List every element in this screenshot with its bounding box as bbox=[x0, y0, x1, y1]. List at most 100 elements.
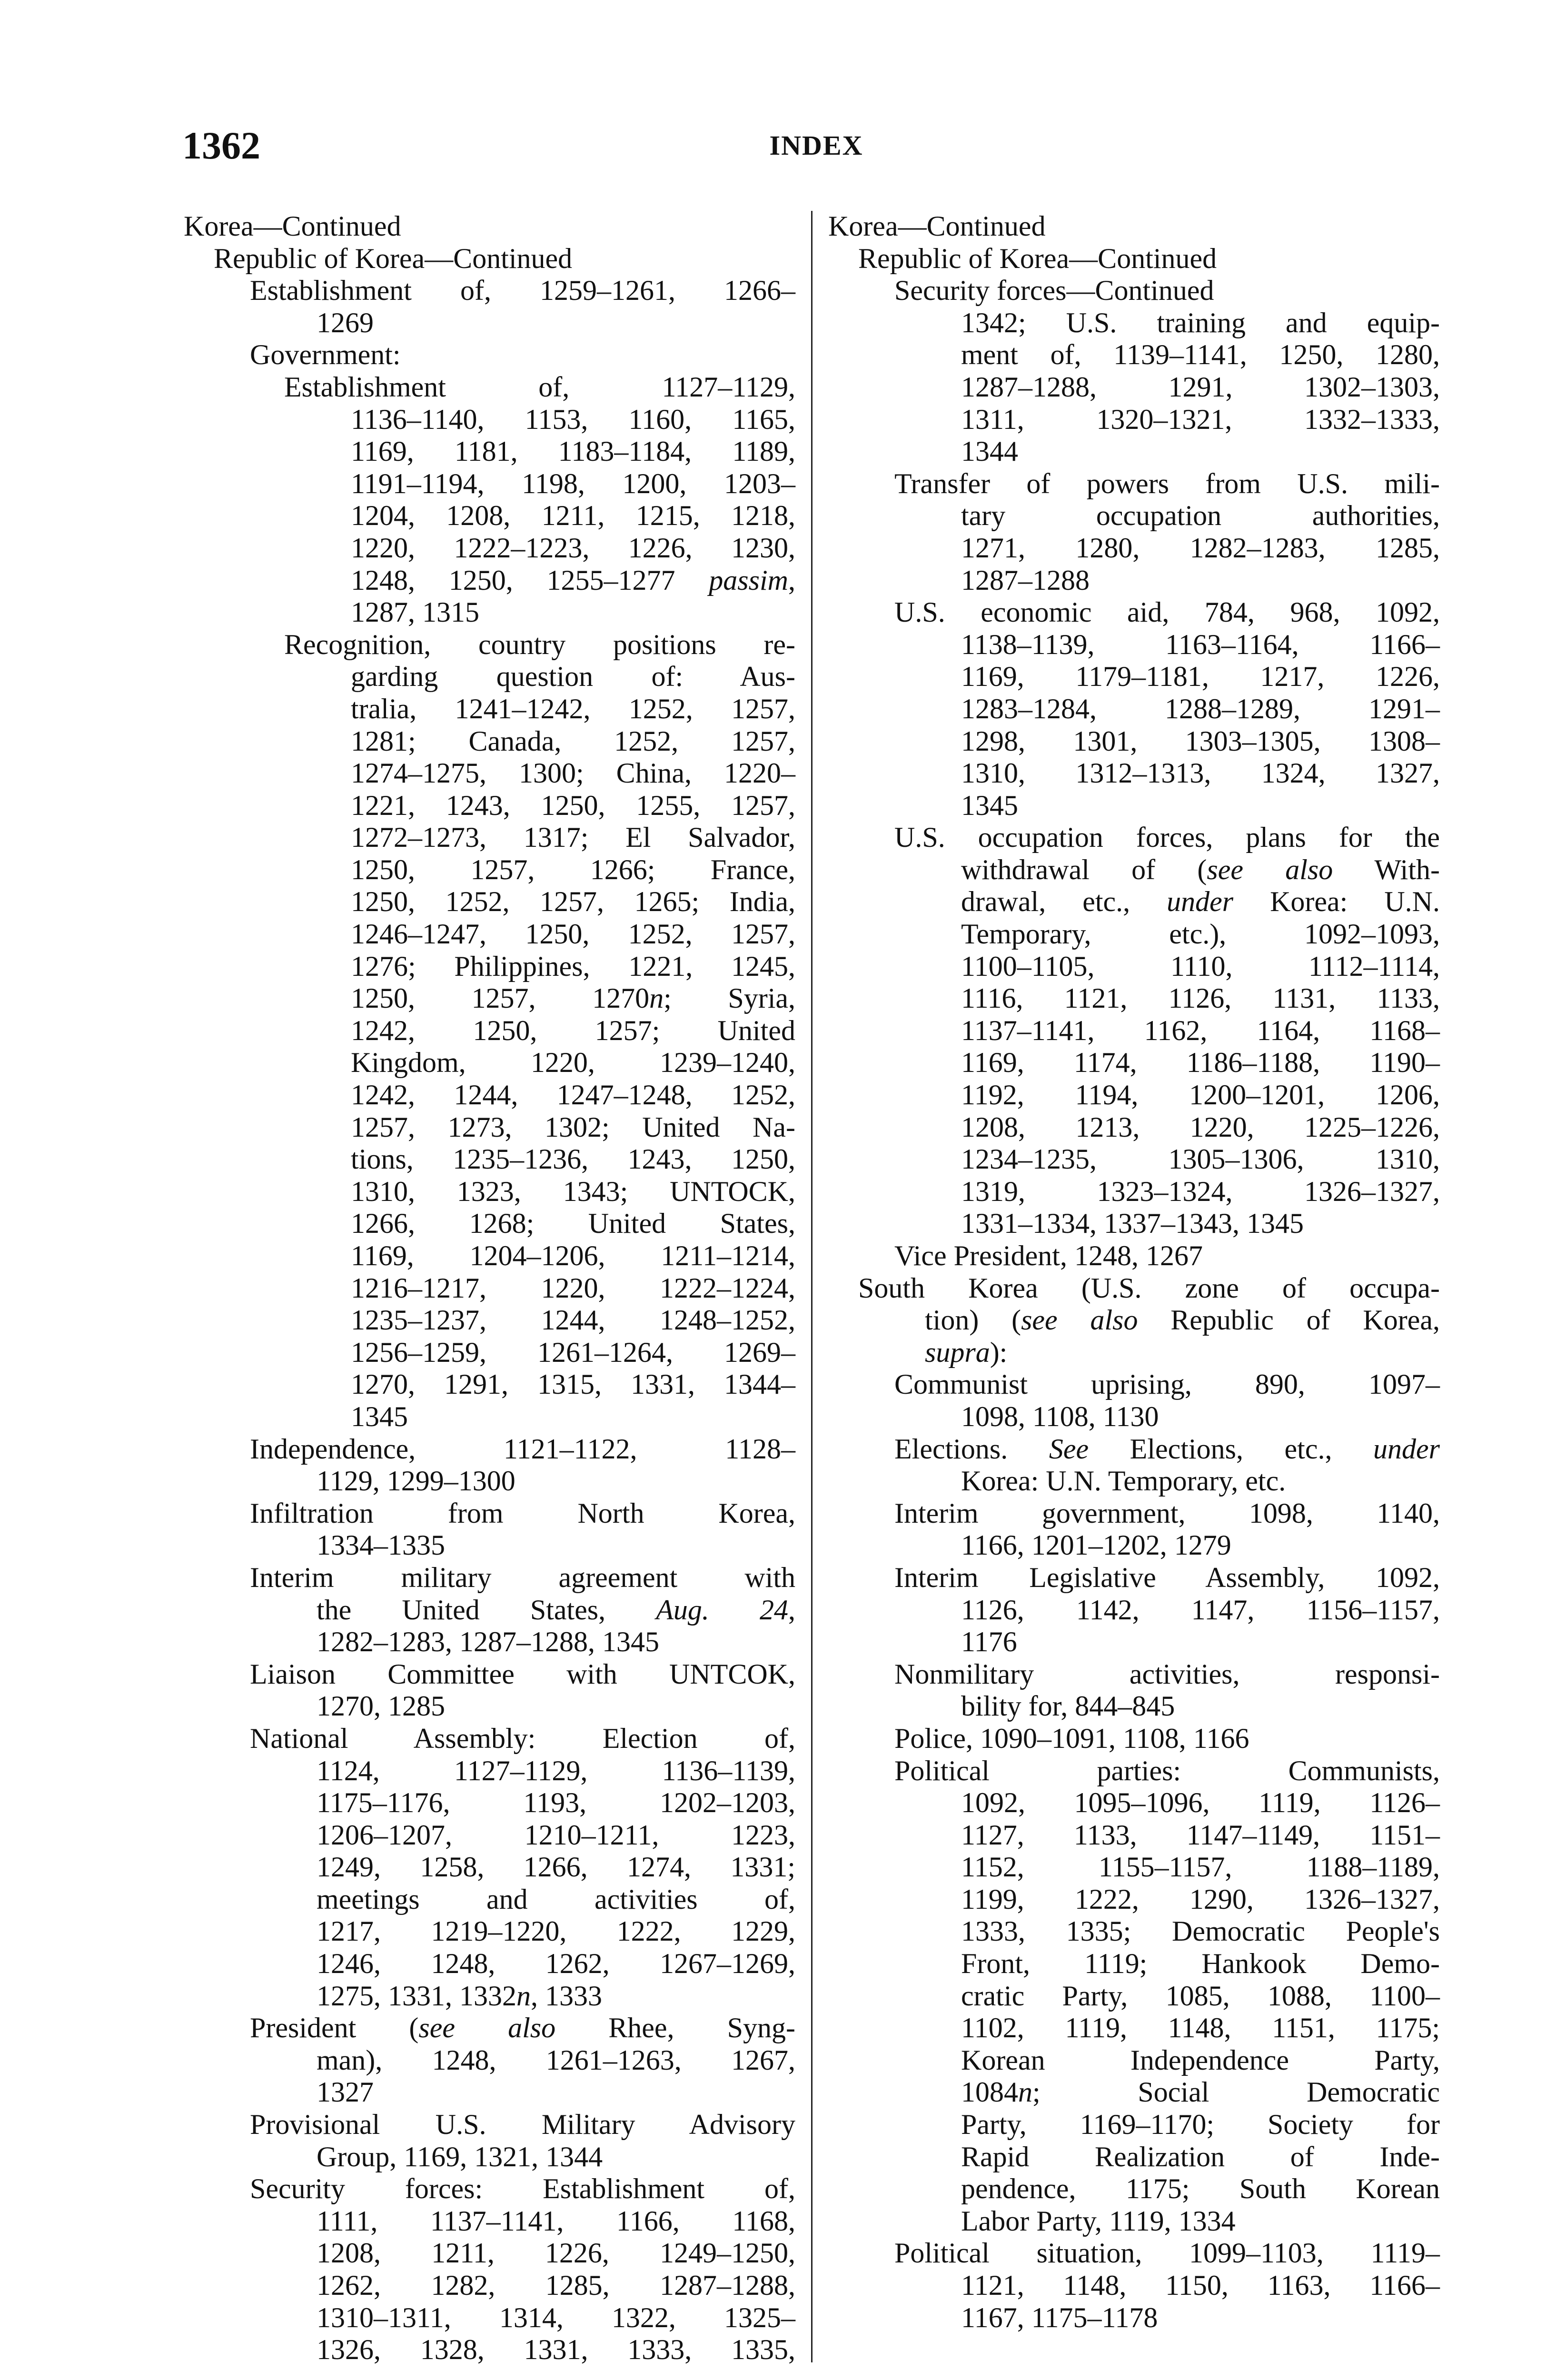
index-entry-continuation-line: 1169, 1181, 1183–1184, 1189, bbox=[351, 436, 795, 467]
index-entry: Independence, 1121–1122, 1128– 1129, 1299… bbox=[184, 1433, 795, 1497]
index-entry: Provisional U.S. Military Advisory Group,… bbox=[184, 2109, 795, 2173]
index-entry-continuation-line: 1283–1284, 1288–1289, 1291– bbox=[961, 693, 1440, 724]
index-entry-continuation-line: 1250, 1257, 1266; France, bbox=[351, 853, 795, 885]
index-entry-continuation-line: cratic Party, 1085, 1088, 1100– bbox=[961, 1980, 1440, 2012]
index-entry: Transfer of powers from U.S. mili-tary o… bbox=[828, 468, 1440, 596]
index-entry-continuation-line: 1169, 1174, 1186–1188, 1190– bbox=[961, 1047, 1440, 1079]
index-entry-continuation-line: 1138–1139, 1163–1164, 1166– bbox=[961, 628, 1440, 660]
index-entry-heading-line: Interim government, 1098, 1140, bbox=[894, 1497, 1440, 1529]
index-entry-continuation-line: Front, 1119; Hankook Demo- bbox=[961, 1948, 1440, 1980]
index-entry: Elections. See Elections, etc., under Kor… bbox=[828, 1433, 1440, 1497]
index-entry: Establishment of, 1259–1261, 1266– 1269 bbox=[184, 275, 795, 339]
index-entry-continuation-line: 1169, 1179–1181, 1217, 1226, bbox=[961, 661, 1440, 693]
index-entry-continuation-line: 1126, 1142, 1147, 1156–1157, bbox=[961, 1594, 1440, 1626]
index-entry-continuation-line: 1310, 1312–1313, 1324, 1327, bbox=[961, 757, 1440, 789]
index-entry-continuation-line: 1208, 1213, 1220, 1225–1226, bbox=[961, 1111, 1440, 1143]
index-entry: 1342; U.S. training and equip-ment of, 1… bbox=[828, 307, 1440, 468]
index-entry-heading-line: Elections. See Elections, etc., under bbox=[894, 1433, 1440, 1465]
index-entry-continuation-line: 1271, 1280, 1282–1283, 1285, bbox=[961, 532, 1440, 564]
index-entry: Recognition, country positions re-gardin… bbox=[184, 629, 795, 1433]
index-entry-continuation-line: 1266, 1268; United States, bbox=[351, 1208, 795, 1240]
index-entry-continuation-line: 1242, 1244, 1247–1248, 1252, bbox=[351, 1079, 795, 1111]
index-entry-continuation-line: 1249, 1258, 1266, 1274, 1331; bbox=[317, 1851, 795, 1883]
index-entry: Interim military agreement with the Unite… bbox=[184, 1562, 795, 1658]
index-entry-continuation-line: 1281; Canada, 1252, 1257, bbox=[351, 725, 795, 757]
index-entry-heading-line: Police, 1090–1091, 1108, 1166 bbox=[894, 1722, 1249, 1754]
index-entry-continuation-line: 1345 bbox=[961, 789, 1018, 821]
index-entry-continuation-line: 1192, 1194, 1200–1201, 1206, bbox=[961, 1079, 1440, 1111]
running-head: INDEX bbox=[769, 130, 863, 161]
index-entry: Republic of Korea—Continued bbox=[828, 243, 1440, 275]
index-entry-continuation-line: 1276; Philippines, 1221, 1245, bbox=[351, 950, 795, 982]
index-entry-heading-line: Communist uprising, 890, 1097– bbox=[894, 1368, 1440, 1400]
index-entry-heading-line: Security forces: Establishment of, bbox=[250, 2173, 795, 2205]
index-entry-continuation-line: Group, 1169, 1321, 1344 bbox=[317, 2141, 603, 2172]
index-entry-continuation-line: 1275, 1331, 1332n, 1333 bbox=[317, 1980, 602, 2012]
index-entry-continuation-line: 1269 bbox=[317, 307, 374, 338]
index-entry: Security forces: Establishment of, 1111, … bbox=[184, 2173, 795, 2366]
index-entry-continuation-line: 1246, 1248, 1262, 1267–1269, bbox=[317, 1948, 795, 1980]
index-entry-continuation-line: 1250, 1257, 1270n; Syria, bbox=[351, 982, 796, 1014]
index-entry-heading-line: Establishment of, 1127–1129, bbox=[284, 371, 795, 403]
index-entry-continuation-line: 1344 bbox=[961, 436, 1018, 467]
index-entry-continuation-line: 1199, 1222, 1290, 1326–1327, bbox=[961, 1883, 1440, 1915]
index-entry-continuation-line: 1100–1105, 1110, 1112–1114, bbox=[961, 950, 1440, 982]
column-divider bbox=[811, 211, 813, 2362]
index-entry: Vice President, 1248, 1267 bbox=[828, 1240, 1440, 1272]
index-entry-continuation-line: bility for, 844–845 bbox=[961, 1690, 1175, 1722]
index-entry-continuation-line: 1084n; Social Democratic bbox=[961, 2076, 1440, 2108]
index-entry-heading-line: Political situation, 1099–1103, 1119– bbox=[894, 2237, 1440, 2269]
index-entry-continuation-line: 1206–1207, 1210–1211, 1223, bbox=[317, 1819, 795, 1851]
index-entry-continuation-line: 1191–1194, 1198, 1200, 1203– bbox=[351, 467, 795, 499]
index-entry: U.S. economic aid, 784, 968, 1092, 1138–1… bbox=[828, 596, 1440, 822]
index-entry: Interim government, 1098, 1140, 1166, 120… bbox=[828, 1497, 1440, 1562]
index-entry-heading-line: 1342; U.S. training and equip- bbox=[961, 307, 1440, 338]
index-entry-heading-line: Infiltration from North Korea, bbox=[250, 1497, 795, 1529]
index-entry-heading-line: Nonmilitary activities, responsi- bbox=[894, 1658, 1440, 1690]
index-column-right: Korea—Continued Republic of Korea—Continu… bbox=[828, 210, 1440, 2334]
index-entry: Infiltration from North Korea, 1334–1335 bbox=[184, 1497, 795, 1562]
index-entry-continuation-line: 1220, 1222–1223, 1226, 1230, bbox=[351, 532, 795, 564]
index-entry-continuation-line: 1121, 1148, 1150, 1163, 1166– bbox=[961, 2270, 1440, 2301]
index-entry-heading-line: Interim military agreement with bbox=[250, 1561, 795, 1593]
index-entry-continuation-line: 1274–1275, 1300; China, 1220– bbox=[351, 757, 795, 789]
index-entry-continuation-line: tions, 1235–1236, 1243, 1250, bbox=[351, 1143, 795, 1175]
index-entry-continuation-line: 1102, 1119, 1148, 1151, 1175; bbox=[961, 2012, 1440, 2044]
index-entry-continuation-line: 1166, 1201–1202, 1279 bbox=[961, 1529, 1231, 1561]
index-entry-continuation-line: 1270, 1285 bbox=[317, 1690, 445, 1722]
index-entry: National Assembly: Election of, 1124, 112… bbox=[184, 1723, 795, 2012]
index-entry-heading-line: South Korea (U.S. zone of occupa- bbox=[858, 1272, 1440, 1304]
index-entry-continuation-line: 1116, 1121, 1126, 1131, 1133, bbox=[961, 982, 1440, 1014]
index-entry-continuation-line: 1217, 1219–1220, 1222, 1229, bbox=[317, 1915, 795, 1947]
index-entry: Police, 1090–1091, 1108, 1166 bbox=[828, 1723, 1440, 1755]
index-entry: Political situation, 1099–1103, 1119– 112… bbox=[828, 2237, 1440, 2334]
index-entry-continuation-line: 1124, 1127–1129, 1136–1139, bbox=[317, 1755, 795, 1786]
index-entry: U.S. occupation forces, plans for the wit… bbox=[828, 822, 1440, 1240]
index-entry-heading-line: Transfer of powers from U.S. mili- bbox=[894, 467, 1440, 499]
index-entry-continuation-line: 1111, 1137–1141, 1166, 1168, bbox=[317, 2205, 795, 2237]
index-entry-continuation-line: 1326, 1328, 1331, 1333, 1335, bbox=[317, 2334, 795, 2366]
index-entry-heading-line: Vice President, 1248, 1267 bbox=[894, 1240, 1203, 1271]
index-entry-continuation-line: 1262, 1282, 1285, 1287–1288, bbox=[317, 2270, 795, 2301]
index-column-left: Korea—Continued Republic of Korea—Continu… bbox=[184, 210, 795, 2366]
index-entry-continuation-line: tary occupation authorities, bbox=[961, 500, 1440, 532]
index-entry-continuation-line: 1127, 1133, 1147–1149, 1151– bbox=[961, 1819, 1440, 1851]
index-entry-continuation-line: 1334–1335 bbox=[317, 1529, 445, 1561]
index-entry: Government: bbox=[184, 339, 795, 371]
index-entry-continuation-line: 1208, 1211, 1226, 1249–1250, bbox=[317, 2237, 795, 2269]
index-entry-continuation-line: 1216–1217, 1220, 1222–1224, bbox=[351, 1272, 795, 1304]
index-entry-continuation-line: 1098, 1108, 1130 bbox=[961, 1400, 1159, 1432]
index-entry-heading-line: Security forces—Continued bbox=[894, 275, 1214, 307]
index-entry-continuation-line: 1167, 1175–1178 bbox=[961, 2301, 1158, 2333]
index-entry: Communist uprising, 890, 1097– 1098, 1108… bbox=[828, 1368, 1440, 1433]
index-entry: Interim Legislative Assembly, 1092, 1126,… bbox=[828, 1562, 1440, 1658]
index-entry: Establishment of, 1127–1129, 1136–1140, 1… bbox=[184, 371, 795, 629]
index-entry-continuation-line: 1248, 1250, 1255–1277 passim, bbox=[351, 564, 795, 596]
index-entry-continuation-line: 1272–1273, 1317; El Salvador, bbox=[351, 822, 795, 853]
index-entry: President (see also Rhee, Syng-man), 124… bbox=[184, 2012, 795, 2109]
index-entry: Liaison Committee with UNTCOK, 1270, 1285 bbox=[184, 1658, 795, 1723]
index-entry-continuation-line: garding question of: Aus- bbox=[351, 661, 795, 693]
index-entry-continuation-line: 1234–1235, 1305–1306, 1310, bbox=[961, 1143, 1440, 1175]
index-entry-continuation-line: 1235–1237, 1244, 1248–1252, bbox=[351, 1304, 795, 1336]
index-entry: Korea—Continued bbox=[184, 210, 795, 243]
